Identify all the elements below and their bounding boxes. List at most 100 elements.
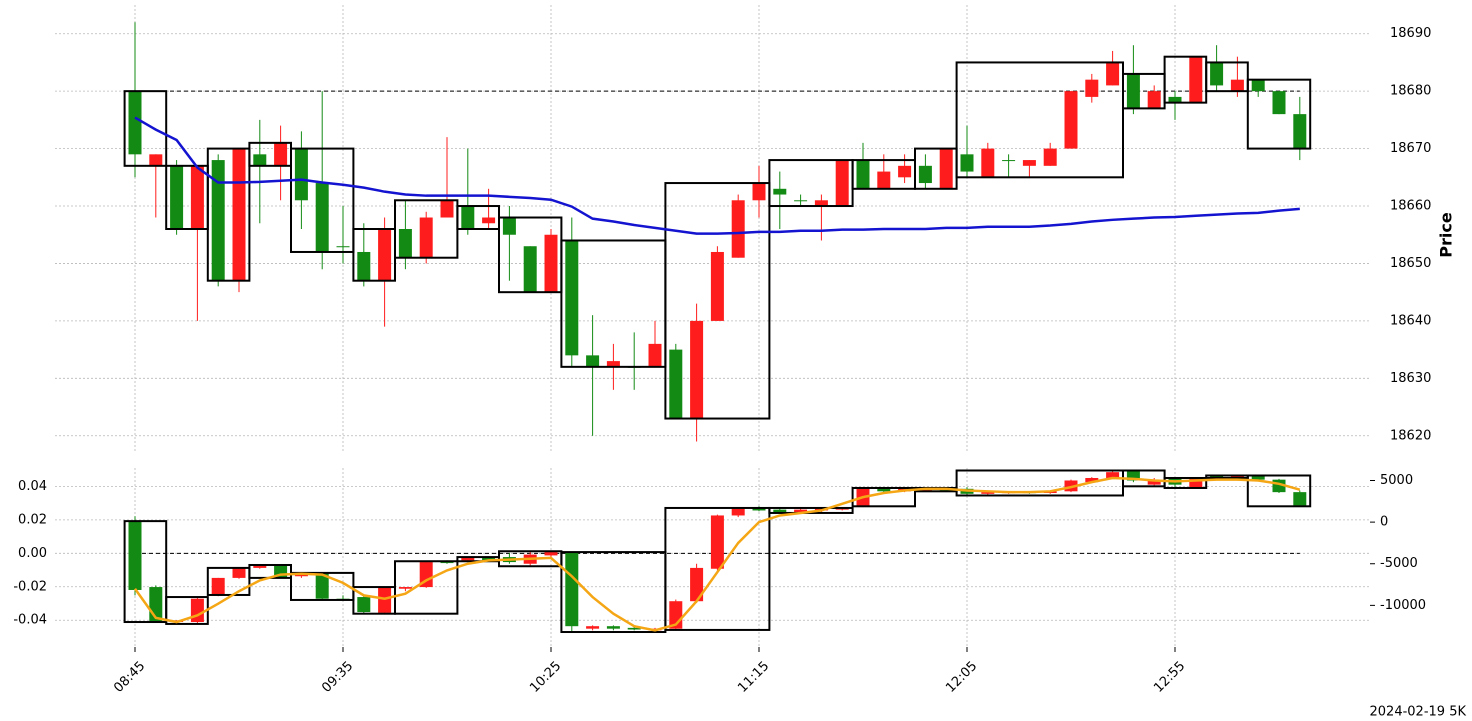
candle-body [1043, 148, 1057, 166]
candle-body [565, 552, 579, 627]
candle-body [1126, 470, 1140, 481]
candle-body [336, 246, 350, 248]
candle-body [1230, 79, 1244, 92]
candle-body [960, 154, 974, 172]
candle-body [294, 148, 308, 201]
moving-average-line [134, 116, 1300, 235]
box [206, 566, 251, 596]
y-tick-label: 18650 [1390, 256, 1431, 271]
moving-average-line [133, 476, 1301, 632]
candle-body [1147, 479, 1161, 485]
candle-body [606, 361, 620, 367]
candle-body [794, 509, 808, 513]
candle-body [440, 562, 454, 564]
candle-body [1126, 73, 1140, 109]
candle-body [1210, 475, 1224, 478]
y-tick-label: 18680 [1390, 84, 1431, 99]
candle-body [877, 171, 891, 189]
candle-body [1064, 91, 1078, 149]
candle-body [378, 229, 392, 281]
candle-body [232, 148, 246, 281]
candle-body [981, 148, 995, 178]
candle-body [710, 251, 724, 321]
candle-body [274, 142, 288, 166]
candle-body [1022, 160, 1036, 166]
y-tick-label: -0.04 [13, 613, 47, 628]
candle-body [357, 251, 371, 281]
candle-body [253, 154, 267, 166]
candle-body [544, 234, 558, 293]
candle-body [315, 183, 329, 252]
candle-body [1251, 475, 1265, 480]
y2-tick-label: 0 [1380, 515, 1388, 530]
candle-body [565, 240, 579, 356]
y2-tick-label: 5000 [1380, 473, 1413, 488]
box [1205, 61, 1249, 93]
candle-body [419, 562, 433, 588]
candle-body [586, 355, 600, 367]
candle-body [1085, 477, 1099, 483]
candle-body [544, 552, 558, 556]
x-tick-label: 10:25 [527, 659, 564, 696]
candle-body [398, 587, 412, 589]
y-tick-label: 0.04 [18, 479, 47, 494]
box [664, 506, 771, 631]
y-axis-label: Price [1437, 212, 1456, 258]
candle-body [523, 246, 537, 293]
candle-body [773, 188, 787, 195]
candle-body [440, 200, 454, 218]
candle-body [190, 165, 204, 229]
candle-body [1106, 472, 1120, 478]
candle-body [1189, 56, 1203, 103]
y-tick-label: 0.00 [18, 546, 47, 561]
box [123, 520, 168, 624]
candle-body [1189, 478, 1203, 488]
candle-body [378, 587, 392, 613]
candle-body [1293, 114, 1307, 149]
candle-body [461, 206, 475, 229]
box [123, 90, 168, 167]
candle-body [170, 165, 184, 229]
candle-body [253, 564, 267, 568]
candle-body [606, 626, 620, 629]
candle-body [232, 567, 246, 578]
candle-body [627, 627, 641, 630]
x-tick-label: 11:15 [735, 659, 772, 696]
x-tick-label: 12:55 [1151, 659, 1188, 696]
candle-body [752, 507, 766, 511]
y-tick-label: 18630 [1390, 371, 1431, 386]
candle-body [482, 217, 496, 224]
candle-body [1147, 91, 1161, 109]
y-tick-label: 0.02 [18, 512, 47, 527]
box [206, 147, 251, 282]
candle-body [211, 577, 225, 595]
candle-body [128, 521, 142, 590]
candle-body [1210, 62, 1224, 86]
box [664, 182, 771, 420]
y-tick-label: 18690 [1390, 26, 1431, 41]
x-tick-label: 09:35 [319, 659, 356, 696]
candle-body [981, 492, 995, 494]
candle-body [794, 200, 808, 202]
y-tick-label: 18620 [1390, 428, 1431, 443]
candle-body [731, 200, 745, 258]
box [394, 560, 459, 615]
candle-body [1293, 492, 1307, 506]
box [1246, 78, 1312, 150]
candle-body [690, 320, 704, 419]
candle-body [752, 183, 766, 201]
y-tick-label: 18670 [1390, 141, 1431, 156]
candle-body [315, 572, 329, 599]
y2-tick-label: -10000 [1380, 598, 1426, 613]
y-tick-label: 18660 [1390, 199, 1431, 214]
box [290, 147, 355, 253]
annotation: 2024-02-19 5K [1370, 705, 1467, 720]
candle-body [128, 91, 142, 155]
candle-body [586, 626, 600, 629]
candle-body [835, 160, 849, 207]
box [1246, 474, 1312, 508]
candle-body [190, 598, 204, 623]
candle-body [1085, 79, 1099, 97]
candle-body [1002, 160, 1016, 162]
